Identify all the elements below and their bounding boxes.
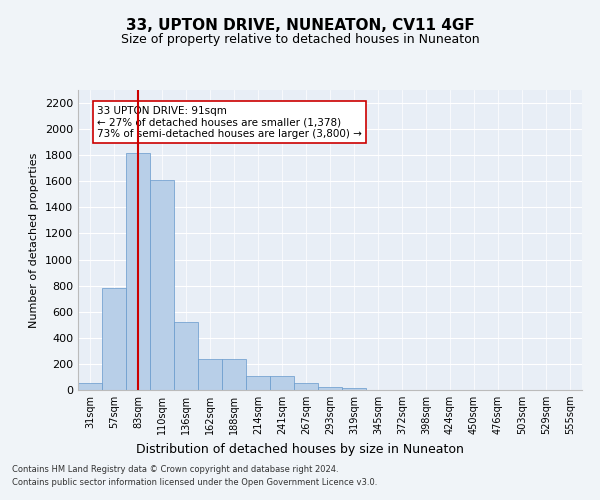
- Bar: [246, 376, 270, 390]
- Text: 33 UPTON DRIVE: 91sqm
← 27% of detached houses are smaller (1,378)
73% of semi-d: 33 UPTON DRIVE: 91sqm ← 27% of detached …: [97, 106, 362, 139]
- Text: Distribution of detached houses by size in Nuneaton: Distribution of detached houses by size …: [136, 442, 464, 456]
- Text: 33, UPTON DRIVE, NUNEATON, CV11 4GF: 33, UPTON DRIVE, NUNEATON, CV11 4GF: [125, 18, 475, 32]
- Bar: [102, 288, 126, 390]
- Bar: [222, 360, 246, 390]
- Bar: [198, 360, 222, 390]
- Text: Contains public sector information licensed under the Open Government Licence v3: Contains public sector information licen…: [12, 478, 377, 487]
- Y-axis label: Number of detached properties: Number of detached properties: [29, 152, 40, 328]
- Bar: [270, 376, 294, 390]
- Bar: [150, 180, 174, 390]
- Bar: [78, 384, 102, 390]
- Text: Contains HM Land Registry data © Crown copyright and database right 2024.: Contains HM Land Registry data © Crown c…: [12, 466, 338, 474]
- Text: Size of property relative to detached houses in Nuneaton: Size of property relative to detached ho…: [121, 32, 479, 46]
- Bar: [174, 322, 198, 390]
- Bar: [318, 386, 342, 390]
- Bar: [294, 383, 318, 390]
- Bar: [126, 152, 150, 390]
- Bar: [342, 388, 366, 390]
